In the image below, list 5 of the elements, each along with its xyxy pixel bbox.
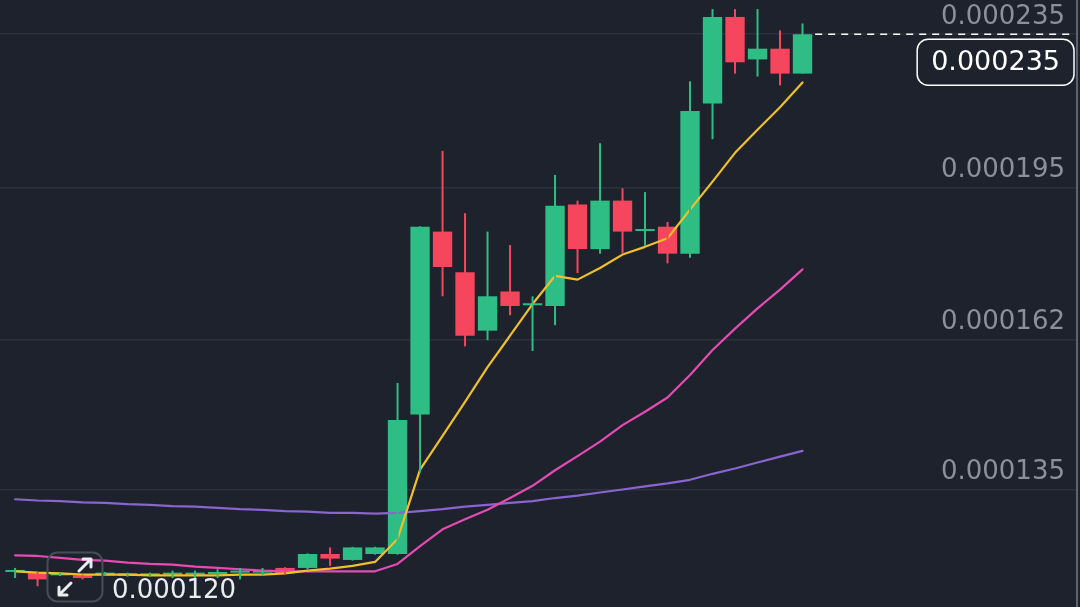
- y-tick-label: 0.000235: [940, 0, 1065, 30]
- annotation: 0.000120: [112, 573, 237, 604]
- y-tick-label: 0.000195: [940, 153, 1065, 184]
- y-tick-label: 0.000162: [940, 305, 1065, 336]
- y-tick-label: 0.000135: [940, 455, 1065, 486]
